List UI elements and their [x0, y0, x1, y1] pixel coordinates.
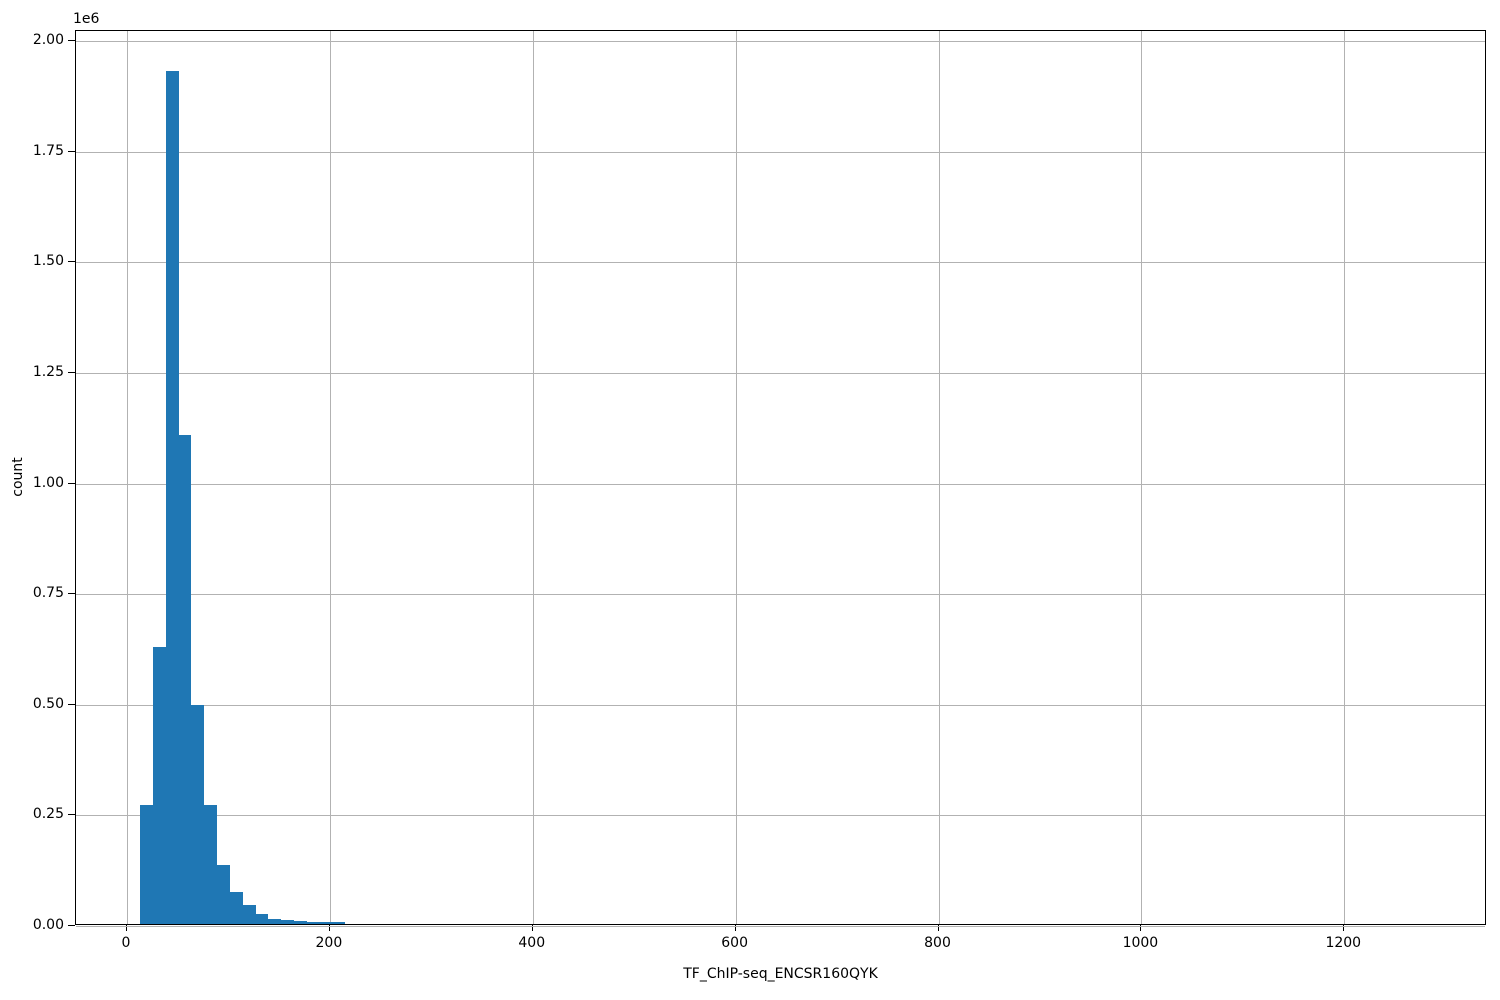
y-tick-label: 0.75: [32, 585, 64, 602]
y-tick-mark: [68, 593, 75, 595]
x-tick-label: 600: [721, 935, 748, 951]
histogram-bar: [255, 913, 269, 924]
x-tick-label: 1200: [1325, 935, 1362, 951]
y-gridline: [76, 926, 1485, 927]
y-tick-mark: [68, 40, 75, 42]
x-tick-label: 800: [924, 935, 951, 951]
histogram-bar: [229, 891, 243, 924]
histogram-bar: [204, 805, 218, 924]
histogram-bar: [165, 71, 179, 924]
y-tick-label: 1.00: [32, 474, 64, 491]
y-tick-label: 0.25: [32, 806, 64, 823]
y-axis-offset-label: 1e6: [73, 11, 100, 27]
y-tick-mark: [68, 703, 75, 705]
x-gridline: [1344, 31, 1346, 924]
histogram-bar: [306, 922, 320, 924]
x-tick-label: 200: [315, 935, 343, 951]
y-tick-label: 2.00: [32, 32, 64, 49]
x-tick-mark: [126, 925, 128, 931]
x-tick-mark: [937, 925, 939, 931]
y-tick-mark: [68, 261, 75, 263]
y-tick-mark: [68, 482, 75, 484]
y-gridline: [76, 41, 1485, 43]
x-tick-mark: [1343, 925, 1345, 931]
x-gridline: [1141, 31, 1143, 924]
plot-area: [75, 30, 1486, 927]
histogram-bar: [178, 434, 192, 924]
histogram-bar: [281, 920, 295, 924]
x-tick-label: 1000: [1122, 935, 1159, 951]
histogram-bar: [152, 647, 166, 924]
histogram-bar: [140, 805, 153, 924]
histogram-bar: [332, 922, 346, 924]
y-gridline: [76, 483, 1485, 485]
y-tick-mark: [68, 150, 75, 152]
histogram-bar: [242, 904, 256, 924]
histogram-bar: [191, 704, 205, 924]
y-tick-label: 1.75: [32, 142, 64, 159]
x-gridline: [329, 31, 331, 924]
x-tick-label: 0: [121, 935, 131, 951]
histogram-bar: [217, 864, 230, 924]
histogram-bar: [319, 922, 333, 924]
y-tick-label: 0.00: [32, 917, 64, 933]
y-gridline: [76, 372, 1485, 374]
x-gridline: [735, 31, 737, 924]
histogram-bar: [294, 921, 307, 924]
y-tick-mark: [68, 814, 75, 816]
x-tick-mark: [328, 925, 330, 931]
x-tick-label: 400: [518, 935, 546, 951]
y-gridline: [76, 262, 1485, 264]
y-gridline: [76, 594, 1485, 596]
y-gridline: [76, 151, 1485, 153]
x-tick-mark: [734, 925, 736, 931]
x-gridline: [127, 31, 129, 924]
y-tick-mark: [68, 925, 75, 926]
x-tick-mark: [1140, 925, 1142, 931]
x-gridline: [532, 31, 534, 924]
y-tick-label: 1.25: [32, 363, 64, 380]
x-axis-label: TF_ChIP-seq_ENCSR160QYK: [683, 966, 878, 982]
y-tick-label: 1.50: [32, 253, 64, 270]
y-tick-label: 0.50: [32, 695, 64, 712]
x-gridline: [938, 31, 940, 924]
histogram-bar: [268, 918, 282, 924]
y-gridline: [76, 815, 1485, 817]
y-gridline: [76, 704, 1485, 706]
x-tick-mark: [531, 925, 533, 931]
y-tick-mark: [68, 371, 75, 373]
